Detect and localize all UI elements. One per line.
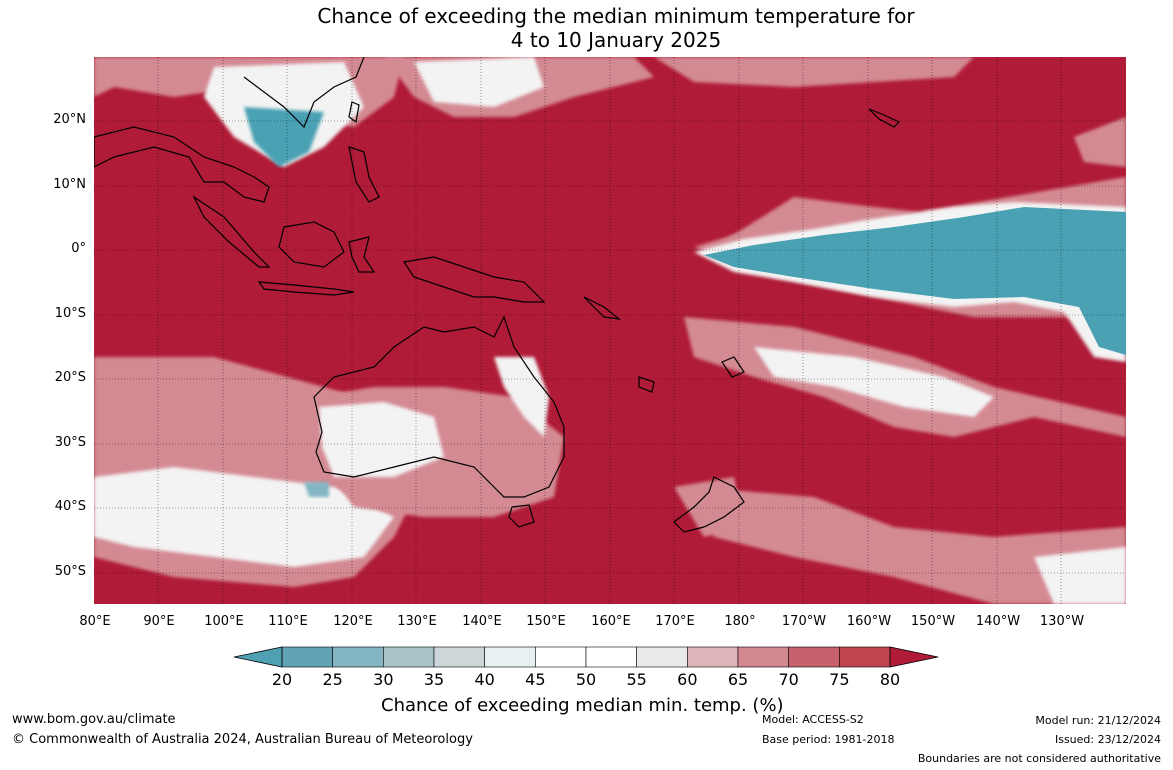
colorbar-tick-label: 75: [829, 670, 850, 689]
colorbar-segment: [332, 646, 384, 668]
colorbar-tick-label: 30: [373, 670, 394, 689]
graticule: [94, 57, 1126, 604]
lon-label-130e: 130°E: [397, 614, 437, 629]
colorbar-segment: [687, 646, 739, 668]
lat-label-20s: 20°S: [54, 370, 86, 385]
colorbar-tick-label: 55: [626, 670, 647, 689]
lon-label-100e: 100°E: [204, 614, 244, 629]
colorbar-tick-label: 65: [727, 670, 749, 689]
title-line-1: Chance of exceeding the median minimum t…: [317, 4, 915, 28]
colorbar-tick-label: 20: [271, 670, 293, 689]
colorbar-segment: [535, 646, 587, 668]
lon-label-160e: 160°E: [591, 614, 631, 629]
title-line-2: 4 to 10 January 2025: [510, 28, 722, 52]
coastlines: [94, 57, 901, 533]
footer-issued: Issued: 23/12/2024: [1054, 733, 1161, 746]
lon-label-110e: 110°E: [268, 614, 308, 629]
colorbar-segment: [433, 646, 485, 668]
footer-copyright: © Commonwealth of Australia 2024, Austra…: [12, 732, 473, 747]
colorbar-tick-label: 50: [575, 670, 597, 689]
colorbar: [232, 645, 942, 675]
lat-label-10s: 10°S: [54, 306, 86, 321]
lon-label-80e: 80°E: [79, 614, 111, 629]
footer-model-run: Model run: 21/12/2024: [1035, 714, 1161, 727]
colorbar-segment: [737, 646, 789, 668]
lon-label-140e: 140°E: [462, 614, 502, 629]
lon-label-160w: 160°W: [846, 614, 892, 629]
colorbar-under-arrow: [233, 646, 283, 668]
colorbar-segments: [281, 646, 891, 668]
lon-label-120e: 120°E: [333, 614, 373, 629]
lat-label-10n: 10°N: [53, 177, 86, 192]
lat-label-20n: 20°N: [53, 112, 86, 127]
colorbar-segment: [839, 646, 891, 668]
colorbar-segment: [484, 646, 536, 668]
footer-model: Model: ACCESS-S2: [762, 713, 864, 726]
colorbar-segment: [281, 646, 333, 668]
lon-label-130w: 130°W: [1039, 614, 1085, 629]
lat-label-30s: 30°S: [54, 435, 86, 450]
colorbar-tick-label: 70: [778, 670, 799, 689]
colorbar-tick-label: 40: [474, 670, 495, 689]
lon-label-170e: 170°E: [655, 614, 695, 629]
colorbar-segment: [788, 646, 840, 668]
footer-website: www.bom.gov.au/climate: [12, 712, 176, 727]
colorbar-tick-label: 35: [423, 670, 445, 689]
map-panel: [94, 57, 1126, 604]
lat-label-0: 0°: [71, 241, 86, 256]
lon-label-150e: 150°E: [526, 614, 566, 629]
lon-label-150w: 150°W: [910, 614, 956, 629]
colorbar-segment: [636, 646, 688, 668]
colorbar-tick-label: 60: [677, 670, 698, 689]
lat-label-40s: 40°S: [54, 499, 86, 514]
lon-label-180: 180°: [724, 614, 756, 629]
footer-base-period: Base period: 1981-2018: [762, 733, 895, 746]
colorbar-segment: [383, 646, 435, 668]
probability-map: [94, 57, 1126, 604]
colorbar-label: Chance of exceeding median min. temp. (%…: [381, 695, 784, 716]
colorbar-tick-label: 25: [322, 670, 343, 689]
lat-label-50s: 50°S: [54, 564, 86, 579]
colorbar-segment: [585, 646, 637, 668]
chart-title: Chance of exceeding the median minimum t…: [0, 4, 1173, 52]
low-probability-region: [694, 202, 1126, 362]
colorbar-tick-label: 80: [879, 670, 901, 689]
colorbar-over-arrow: [889, 646, 939, 668]
colorbar-tick-label: 45: [525, 670, 546, 689]
lon-label-140w: 140°W: [975, 614, 1021, 629]
lon-label-90e: 90°E: [143, 614, 175, 629]
lon-label-170w: 170°W: [781, 614, 827, 629]
footer-disclaimer: Boundaries are not considered authoritat…: [917, 752, 1161, 765]
